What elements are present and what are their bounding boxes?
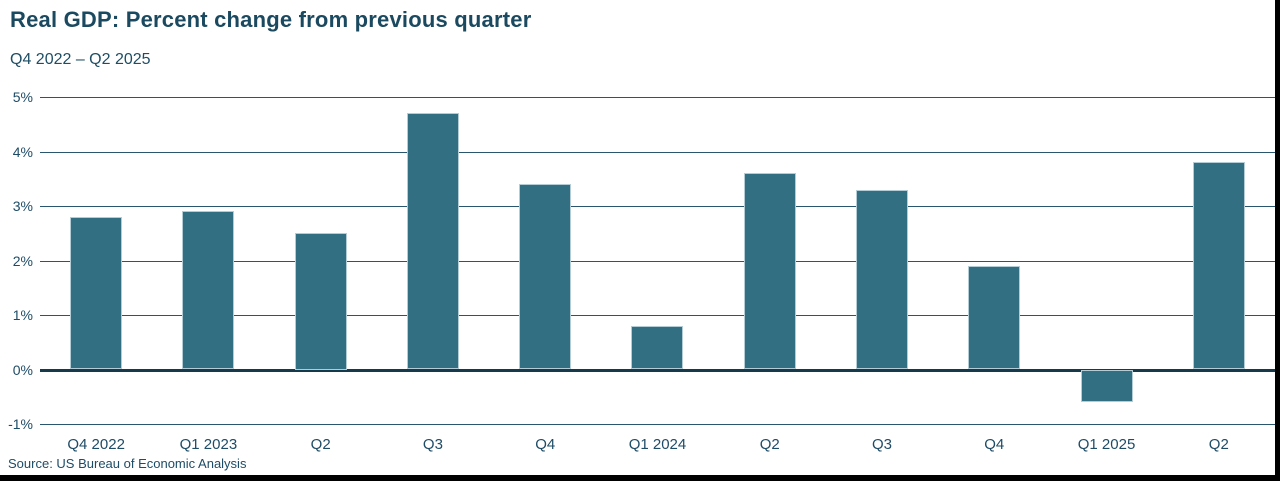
gridline [40, 315, 1275, 316]
x-tick-label: Q3 [871, 436, 892, 453]
gridline [40, 97, 1275, 98]
y-tick-label: 0% [12, 361, 33, 378]
x-tick-label: Q1 2025 [1077, 436, 1136, 453]
chart-subtitle: Q4 2022 – Q2 2025 [10, 51, 151, 68]
bar-q1-2025 [1080, 369, 1133, 403]
x-tick-label: Q4 [984, 436, 1005, 453]
bar-q4 [519, 184, 572, 370]
bar-q2 [1192, 162, 1245, 370]
bar-q3 [406, 113, 459, 370]
bar-column [714, 97, 826, 424]
x-tick-label: Q1 2024 [628, 436, 687, 453]
bar-column [40, 97, 152, 424]
zero-baseline [40, 368, 1275, 372]
y-tick-label: 1% [12, 307, 33, 323]
x-tick-label: Q1 2023 [179, 436, 238, 453]
bar-q4-2022 [70, 216, 123, 370]
right-border [1275, 0, 1280, 481]
bar-q2 [294, 233, 347, 370]
gridline [40, 151, 1275, 153]
y-tick-label: -1% [8, 416, 33, 432]
y-tick-label: 2% [12, 252, 33, 269]
bar-q3 [856, 189, 909, 370]
gridline [40, 424, 1275, 425]
x-axis-labels: Q4 2022 Q1 2023 Q2 Q3 Q4 Q1 2024 Q2 Q3 Q4 Q1 2025… [40, 436, 1275, 456]
bar-q2 [743, 173, 796, 370]
y-tick-label: 5% [12, 89, 33, 105]
bar-q1-2023 [182, 211, 235, 370]
x-tick-label: Q2 [759, 436, 780, 453]
plot-area [40, 97, 1275, 425]
x-tick-label: Q2 [1208, 436, 1229, 453]
x-tick-label: Q4 [535, 436, 556, 453]
bar-column [489, 97, 601, 424]
bar-column [1050, 97, 1162, 424]
bar-q4 [968, 265, 1021, 370]
y-tick-label: 3% [12, 198, 33, 214]
y-tick-label: 4% [12, 143, 33, 160]
source-note: Source: US Bureau of Economic Analysis [8, 456, 247, 471]
x-tick-label: Q3 [422, 436, 443, 453]
bar-column [826, 97, 938, 424]
bar-column [377, 97, 489, 424]
x-tick-label: Q2 [310, 436, 331, 453]
bar-column [938, 97, 1050, 424]
bar-column [152, 97, 264, 424]
gridline [40, 206, 1275, 207]
bar-column [601, 97, 713, 424]
x-tick-label: Q4 2022 [67, 436, 125, 453]
chart-title: Real GDP: Percent change from previous q… [10, 7, 532, 32]
bottom-border [0, 475, 1280, 481]
bar-q1-2024 [631, 325, 684, 370]
bar-column [1163, 97, 1275, 424]
bar-column [265, 97, 377, 424]
gridline [40, 260, 1275, 262]
